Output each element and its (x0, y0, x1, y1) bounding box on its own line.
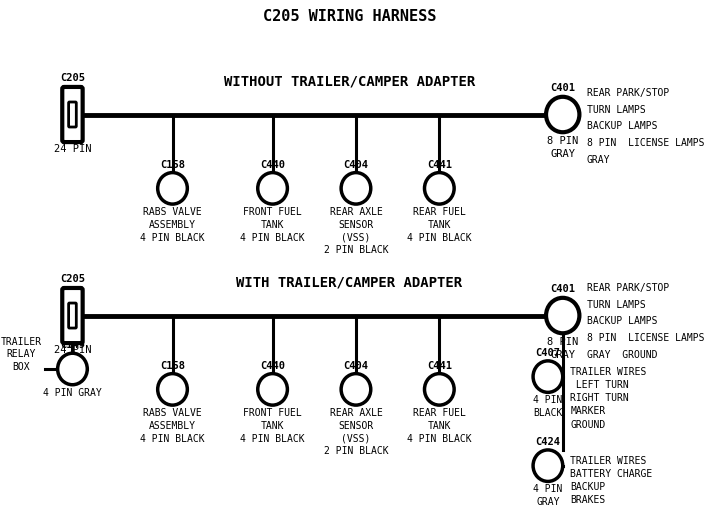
Text: TURN LAMPS: TURN LAMPS (587, 300, 646, 310)
Circle shape (425, 173, 454, 204)
FancyBboxPatch shape (68, 102, 76, 127)
Text: FRONT FUEL
TANK
4 PIN BLACK: FRONT FUEL TANK 4 PIN BLACK (240, 408, 305, 444)
Text: REAR PARK/STOP: REAR PARK/STOP (587, 283, 669, 293)
Circle shape (258, 173, 287, 204)
Text: 24 PIN: 24 PIN (54, 345, 91, 355)
Text: C149: C149 (60, 340, 85, 351)
Circle shape (546, 97, 580, 132)
Circle shape (425, 374, 454, 405)
Text: 8 PIN
GRAY: 8 PIN GRAY (547, 136, 578, 159)
Text: REAR AXLE
SENSOR
(VSS)
2 PIN BLACK: REAR AXLE SENSOR (VSS) 2 PIN BLACK (323, 207, 388, 255)
Circle shape (546, 298, 580, 333)
Circle shape (258, 374, 287, 405)
Circle shape (341, 173, 371, 204)
Circle shape (533, 361, 563, 392)
Text: RABS VALVE
ASSEMBLY
4 PIN BLACK: RABS VALVE ASSEMBLY 4 PIN BLACK (140, 408, 204, 444)
Text: REAR AXLE
SENSOR
(VSS)
2 PIN BLACK: REAR AXLE SENSOR (VSS) 2 PIN BLACK (323, 408, 388, 457)
Circle shape (158, 374, 187, 405)
Text: C401: C401 (550, 83, 575, 93)
Text: TRAILER WIRES
BATTERY CHARGE
BACKUP
BRAKES: TRAILER WIRES BATTERY CHARGE BACKUP BRAK… (570, 456, 652, 506)
Text: C407: C407 (536, 348, 560, 358)
Text: C205: C205 (60, 73, 85, 83)
Text: C440: C440 (260, 361, 285, 371)
Text: C158: C158 (160, 361, 185, 371)
Circle shape (533, 450, 563, 481)
Text: C404: C404 (343, 160, 369, 170)
Text: C205 WIRING HARNESS: C205 WIRING HARNESS (263, 9, 436, 24)
Circle shape (341, 374, 371, 405)
Text: 4 PIN GRAY: 4 PIN GRAY (43, 388, 102, 398)
Text: C424: C424 (536, 437, 560, 447)
Text: C401: C401 (550, 284, 575, 294)
Text: TRAILER WIRES
 LEFT TURN
RIGHT TURN
MARKER
GROUND: TRAILER WIRES LEFT TURN RIGHT TURN MARKE… (570, 367, 647, 430)
Text: 4 PIN
GRAY: 4 PIN GRAY (534, 484, 562, 507)
Circle shape (158, 173, 187, 204)
Text: REAR FUEL
TANK
4 PIN BLACK: REAR FUEL TANK 4 PIN BLACK (407, 408, 472, 444)
Text: WITH TRAILER/CAMPER ADAPTER: WITH TRAILER/CAMPER ADAPTER (236, 276, 462, 290)
Text: C440: C440 (260, 160, 285, 170)
Text: GRAY  GROUND: GRAY GROUND (587, 350, 657, 360)
Text: REAR FUEL
TANK
4 PIN BLACK: REAR FUEL TANK 4 PIN BLACK (407, 207, 472, 242)
FancyBboxPatch shape (62, 288, 83, 343)
Text: RABS VALVE
ASSEMBLY
4 PIN BLACK: RABS VALVE ASSEMBLY 4 PIN BLACK (140, 207, 204, 242)
Text: TRAILER
RELAY
BOX: TRAILER RELAY BOX (1, 337, 42, 372)
Text: 8 PIN
GRAY: 8 PIN GRAY (547, 337, 578, 360)
Text: C205: C205 (60, 274, 85, 284)
Text: BACKUP LAMPS: BACKUP LAMPS (587, 316, 657, 326)
Text: C404: C404 (343, 361, 369, 371)
Text: 8 PIN  LICENSE LAMPS: 8 PIN LICENSE LAMPS (587, 333, 704, 343)
Text: 8 PIN  LICENSE LAMPS: 8 PIN LICENSE LAMPS (587, 138, 704, 148)
FancyBboxPatch shape (68, 303, 76, 328)
Text: C441: C441 (427, 361, 452, 371)
Text: C158: C158 (160, 160, 185, 170)
Circle shape (58, 353, 87, 385)
Text: 4 PIN
BLACK: 4 PIN BLACK (534, 396, 562, 418)
Text: TURN LAMPS: TURN LAMPS (587, 104, 646, 115)
Text: FRONT FUEL
TANK
4 PIN BLACK: FRONT FUEL TANK 4 PIN BLACK (240, 207, 305, 242)
Text: BACKUP LAMPS: BACKUP LAMPS (587, 121, 657, 131)
Text: REAR PARK/STOP: REAR PARK/STOP (587, 88, 669, 98)
Text: 24 PIN: 24 PIN (54, 144, 91, 154)
Text: WITHOUT TRAILER/CAMPER ADAPTER: WITHOUT TRAILER/CAMPER ADAPTER (224, 74, 475, 88)
Text: C441: C441 (427, 160, 452, 170)
Text: GRAY: GRAY (587, 155, 611, 165)
FancyBboxPatch shape (62, 87, 83, 142)
